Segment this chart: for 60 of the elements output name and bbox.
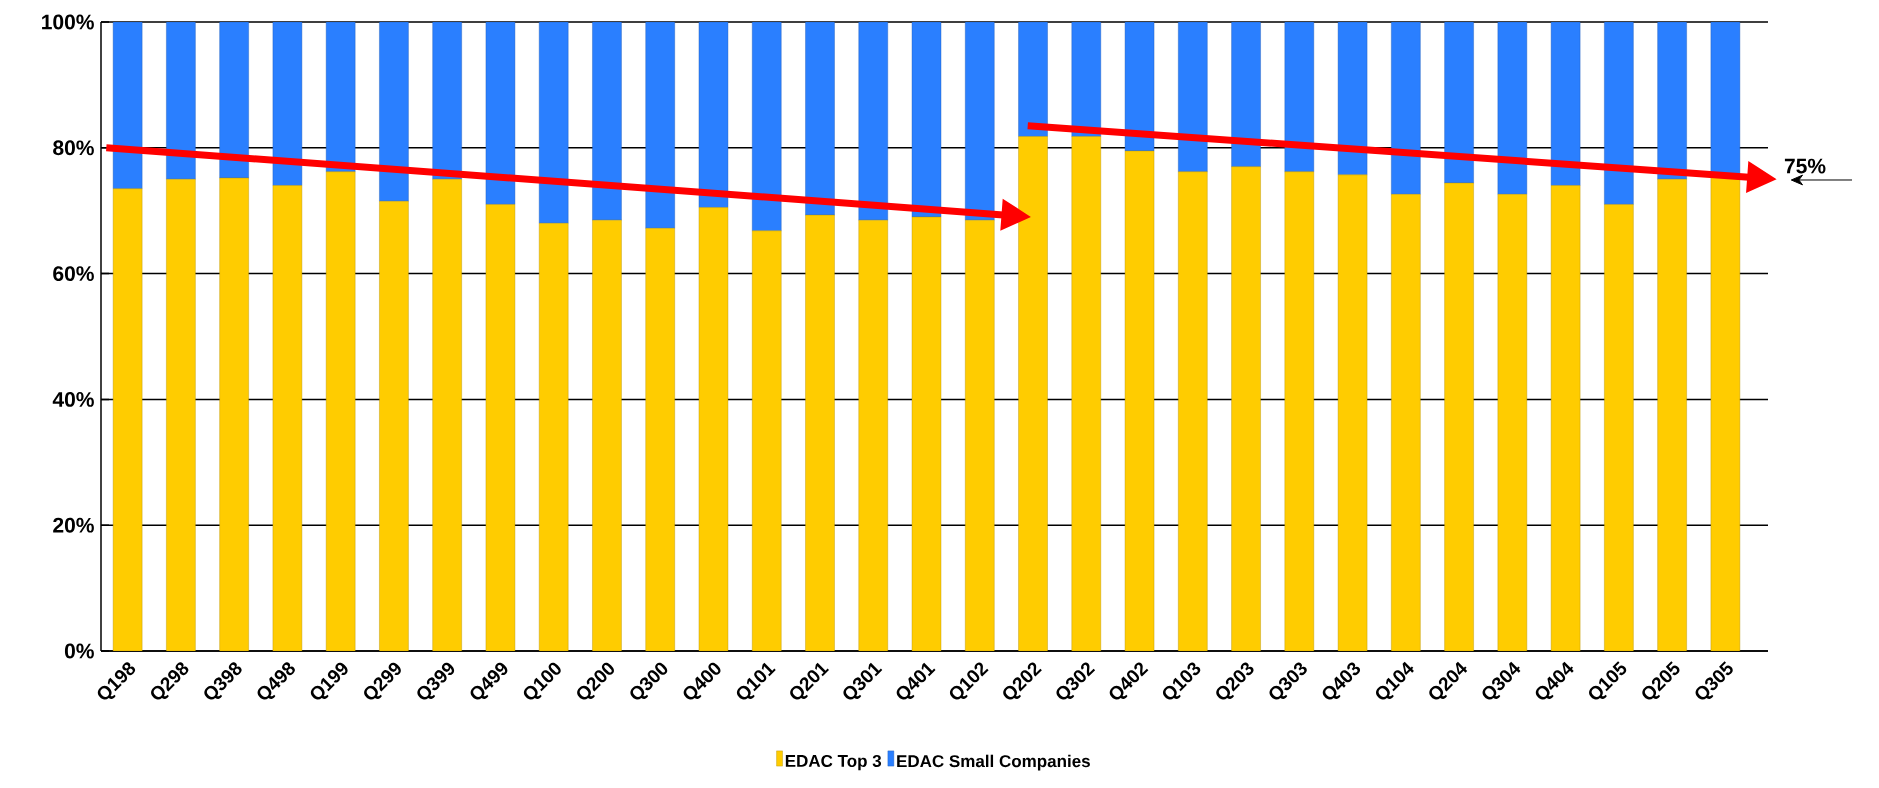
bar (1284, 21, 1315, 172)
bar (539, 21, 569, 224)
bar (965, 21, 995, 221)
bar (805, 215, 835, 651)
bar (1071, 136, 1101, 651)
bar (326, 171, 356, 651)
bar (485, 204, 515, 651)
legend-label: EDAC Top 3 (785, 754, 882, 771)
bar (858, 21, 888, 221)
bar (1178, 171, 1208, 651)
bar (1125, 150, 1155, 651)
bar (698, 207, 728, 651)
bar (1497, 194, 1527, 651)
bar (645, 228, 675, 651)
bar (1604, 204, 1634, 651)
bar (1551, 185, 1581, 651)
bar (1178, 21, 1208, 172)
y-tick-label: 80% (53, 140, 94, 156)
bar (1657, 179, 1687, 651)
bar (752, 230, 782, 651)
bar (592, 21, 622, 221)
bar (1710, 177, 1741, 651)
bar (912, 216, 942, 651)
bar (379, 201, 409, 651)
bar (539, 223, 569, 651)
bar (432, 21, 462, 180)
bar (166, 21, 196, 180)
bar (858, 220, 888, 651)
bar (1444, 183, 1474, 651)
bar (1018, 136, 1048, 651)
bar (1018, 21, 1048, 137)
bar (965, 220, 995, 651)
bar (1338, 174, 1368, 651)
bar (592, 220, 622, 651)
bar (325, 21, 356, 172)
bar (1444, 21, 1474, 184)
y-tick-label: 20% (53, 517, 94, 533)
bar (1657, 21, 1687, 180)
bar (1391, 21, 1421, 195)
legend-label: EDAC Small Companies (897, 754, 1090, 771)
bar (272, 185, 302, 651)
bar (1284, 171, 1314, 651)
y-tick-label: 0% (64, 643, 94, 659)
y-tick-label: 60% (53, 266, 94, 282)
bar (1604, 21, 1634, 205)
bar (379, 21, 409, 202)
bar (805, 21, 835, 216)
bar (113, 188, 143, 651)
bar (645, 21, 675, 229)
y-tick-label: 40% (52, 391, 94, 407)
bar (1231, 166, 1261, 651)
bar (752, 21, 782, 232)
bar (1391, 194, 1421, 651)
bar (1231, 21, 1261, 167)
bar (219, 177, 249, 651)
y-tick-label: 100% (42, 14, 94, 30)
bar (166, 179, 196, 651)
bar (219, 21, 249, 179)
text: 75% (1784, 158, 1826, 174)
bar (432, 179, 462, 651)
